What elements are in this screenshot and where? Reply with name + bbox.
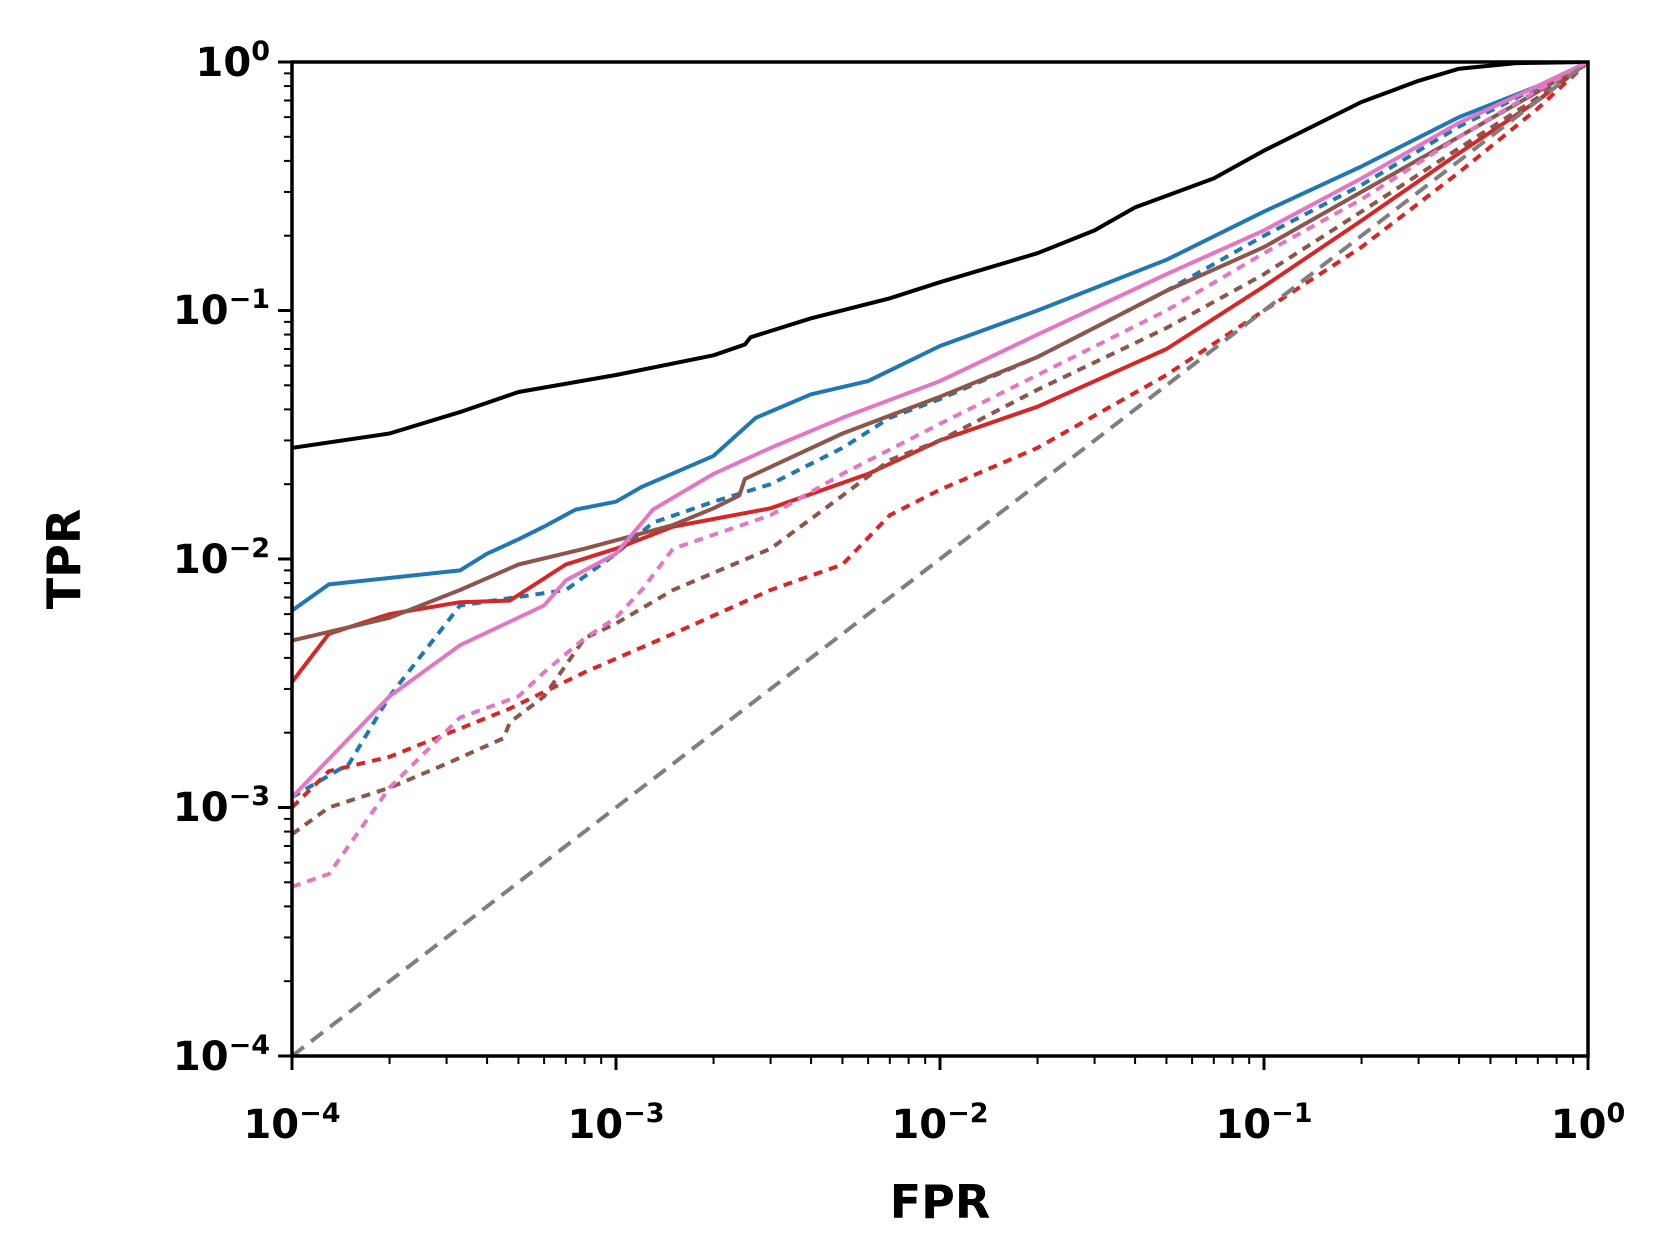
- y-tick-label: 100: [196, 36, 270, 86]
- series-line-4: [292, 62, 1588, 809]
- x-tick-label: 10−3: [567, 1098, 664, 1148]
- series-layer: [292, 62, 1588, 1056]
- series-line-7: [292, 62, 1588, 799]
- series-line-0: [292, 62, 1588, 450]
- series-line-9: [292, 62, 1588, 1056]
- series-line-8: [292, 62, 1588, 889]
- y-axis-title: TPR: [37, 509, 91, 610]
- series-line-1: [292, 62, 1588, 613]
- x-tick-label: 10−4: [243, 1098, 340, 1148]
- series-line-5: [292, 62, 1588, 643]
- y-tick-label: 10−4: [173, 1030, 270, 1080]
- major-ticks: [278, 60, 1590, 1070]
- x-axis-title: FPR: [890, 1175, 991, 1229]
- y-tick-label: 10−3: [173, 781, 270, 831]
- y-tick-label: 10−2: [173, 533, 270, 583]
- x-tick-label: 10−2: [891, 1098, 988, 1148]
- series-line-3: [292, 62, 1588, 684]
- series-line-6: [292, 62, 1588, 836]
- y-tick-label: 10−1: [173, 284, 270, 334]
- x-tick-label: 10−1: [1215, 1098, 1312, 1148]
- x-tick-label: 100: [1551, 1098, 1625, 1148]
- series-line-2: [292, 62, 1588, 799]
